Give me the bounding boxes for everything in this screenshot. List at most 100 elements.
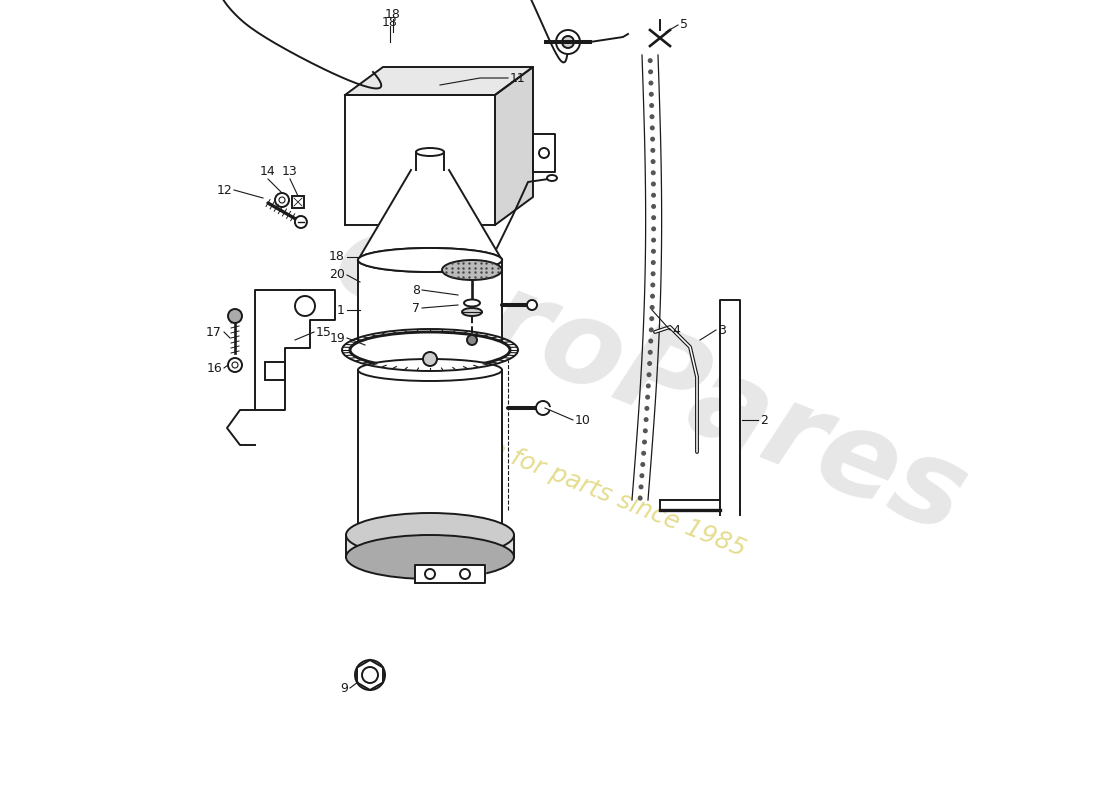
Circle shape — [651, 260, 656, 265]
Ellipse shape — [346, 513, 514, 557]
Ellipse shape — [350, 332, 510, 368]
Text: 13: 13 — [282, 165, 298, 178]
Circle shape — [650, 137, 656, 142]
Polygon shape — [415, 565, 485, 583]
Circle shape — [651, 249, 656, 254]
Bar — [292, 196, 304, 208]
Circle shape — [651, 170, 656, 175]
Circle shape — [651, 226, 656, 231]
Text: 18: 18 — [385, 9, 400, 22]
Circle shape — [651, 238, 656, 242]
Text: 12: 12 — [217, 183, 232, 197]
Polygon shape — [358, 260, 502, 340]
Circle shape — [424, 352, 437, 366]
Circle shape — [651, 193, 656, 198]
Circle shape — [651, 204, 656, 209]
Circle shape — [651, 215, 656, 220]
Text: 4: 4 — [672, 323, 680, 337]
Text: 17: 17 — [206, 326, 222, 338]
Circle shape — [648, 338, 653, 343]
Circle shape — [638, 485, 644, 490]
Bar — [265, 362, 285, 380]
Polygon shape — [346, 535, 514, 557]
Text: euroPares: euroPares — [318, 201, 982, 559]
Text: 19: 19 — [329, 331, 345, 345]
Text: 8: 8 — [412, 283, 420, 297]
Ellipse shape — [416, 148, 444, 156]
Circle shape — [642, 428, 648, 434]
Circle shape — [355, 660, 385, 690]
Circle shape — [650, 282, 656, 287]
Polygon shape — [345, 67, 534, 95]
Polygon shape — [358, 370, 502, 535]
Circle shape — [650, 305, 654, 310]
Circle shape — [642, 439, 647, 445]
Text: 18: 18 — [382, 15, 398, 29]
Polygon shape — [227, 410, 255, 445]
Circle shape — [638, 496, 642, 501]
Text: 10: 10 — [575, 414, 591, 426]
Circle shape — [650, 271, 656, 276]
Text: 9: 9 — [340, 682, 348, 694]
Polygon shape — [358, 170, 502, 260]
Circle shape — [647, 372, 651, 378]
Circle shape — [468, 335, 477, 345]
Text: 2: 2 — [760, 414, 768, 426]
Circle shape — [645, 394, 650, 400]
Circle shape — [649, 114, 654, 119]
Circle shape — [649, 92, 653, 97]
Circle shape — [639, 473, 645, 478]
Ellipse shape — [464, 299, 480, 306]
Text: 7: 7 — [412, 302, 420, 314]
Text: 1: 1 — [337, 303, 345, 317]
Text: 15: 15 — [316, 326, 332, 338]
Ellipse shape — [358, 359, 502, 381]
Ellipse shape — [462, 308, 482, 316]
Ellipse shape — [358, 248, 502, 272]
Polygon shape — [416, 152, 444, 170]
Polygon shape — [345, 95, 495, 225]
Circle shape — [648, 81, 653, 86]
Polygon shape — [495, 67, 534, 225]
Ellipse shape — [358, 248, 502, 272]
Circle shape — [650, 159, 656, 164]
Circle shape — [460, 569, 470, 579]
Text: 5: 5 — [680, 18, 688, 31]
Text: a passion for parts since 1985: a passion for parts since 1985 — [390, 398, 749, 562]
Circle shape — [645, 406, 649, 411]
Circle shape — [556, 30, 580, 54]
Circle shape — [649, 327, 653, 332]
Circle shape — [527, 300, 537, 310]
Circle shape — [651, 182, 656, 186]
Circle shape — [644, 417, 649, 422]
Text: 20: 20 — [329, 269, 345, 282]
Text: 18: 18 — [329, 250, 345, 263]
Ellipse shape — [442, 260, 502, 280]
Circle shape — [647, 361, 652, 366]
Ellipse shape — [547, 175, 557, 181]
Text: 11: 11 — [510, 71, 526, 85]
Polygon shape — [255, 290, 336, 410]
Circle shape — [641, 450, 646, 456]
Ellipse shape — [346, 535, 514, 579]
Circle shape — [228, 309, 242, 323]
Circle shape — [650, 126, 654, 130]
Text: 16: 16 — [207, 362, 222, 374]
Circle shape — [640, 462, 646, 467]
Circle shape — [648, 58, 652, 63]
Circle shape — [646, 383, 651, 389]
Circle shape — [562, 36, 574, 48]
Circle shape — [650, 294, 654, 298]
Polygon shape — [534, 134, 556, 172]
Circle shape — [649, 316, 654, 321]
Circle shape — [648, 350, 652, 354]
Circle shape — [649, 103, 654, 108]
Circle shape — [425, 569, 435, 579]
Polygon shape — [720, 300, 740, 510]
Circle shape — [648, 70, 653, 74]
Circle shape — [650, 148, 656, 153]
Text: 14: 14 — [260, 165, 276, 178]
Circle shape — [295, 216, 307, 228]
Circle shape — [536, 401, 550, 415]
Text: 3: 3 — [718, 323, 726, 337]
